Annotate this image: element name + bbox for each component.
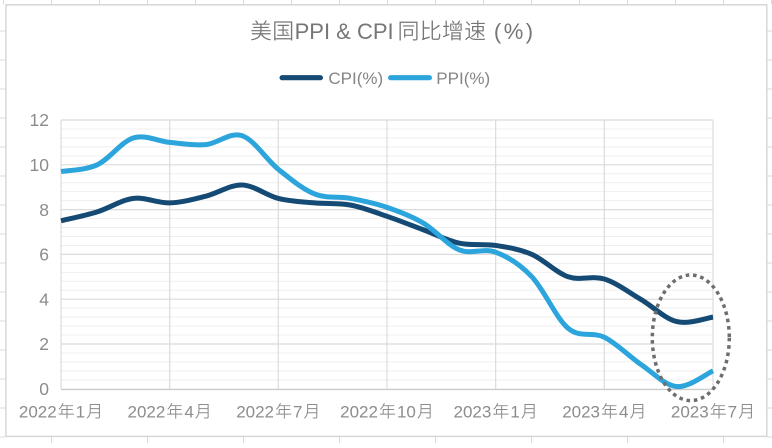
svg-text:4: 4 [39, 289, 49, 309]
svg-text:1: 1 [76, 402, 85, 421]
svg-text:2023: 2023 [671, 402, 709, 421]
svg-text:12: 12 [30, 110, 49, 130]
svg-text:2: 2 [39, 334, 49, 354]
svg-text:2022: 2022 [236, 402, 274, 421]
svg-text:CPI(%): CPI(%) [328, 69, 383, 88]
svg-text:4: 4 [619, 402, 628, 421]
svg-text:2022: 2022 [340, 402, 378, 421]
svg-text:(%): (%) [494, 19, 536, 44]
svg-text:4: 4 [184, 402, 193, 421]
svg-text:PPI(%): PPI(%) [436, 69, 490, 88]
svg-text:2022: 2022 [19, 402, 57, 421]
svg-text:0: 0 [39, 379, 49, 399]
svg-text:1: 1 [510, 402, 519, 421]
svg-text:10: 10 [30, 155, 50, 175]
svg-text:2023: 2023 [454, 402, 492, 421]
svg-text:PPI & CPI: PPI & CPI [295, 19, 394, 44]
svg-text:2022: 2022 [128, 402, 166, 421]
svg-text:2023: 2023 [562, 402, 600, 421]
svg-text:7: 7 [728, 402, 737, 421]
svg-text:7: 7 [293, 402, 302, 421]
svg-text:6: 6 [39, 245, 49, 265]
svg-text:8: 8 [39, 200, 49, 220]
svg-text:10: 10 [397, 402, 416, 421]
